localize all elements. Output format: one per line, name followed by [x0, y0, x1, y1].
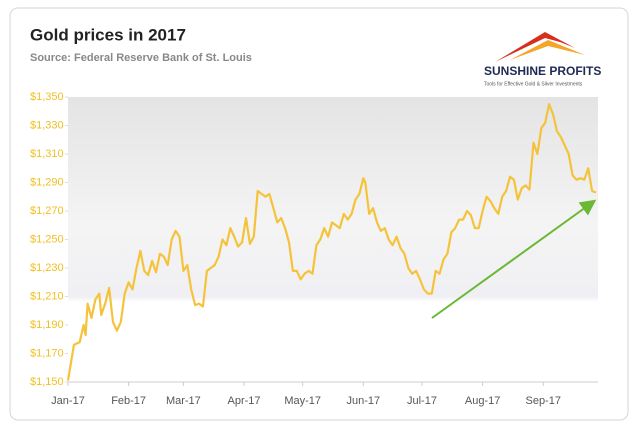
plot-background	[68, 97, 598, 382]
y-tick-label: $1,290	[30, 176, 64, 188]
x-tick-label: Aug-17	[465, 395, 500, 407]
y-tick-label: $1,250	[30, 233, 64, 245]
y-tick-label: $1,350	[30, 91, 64, 103]
x-tick-label: Jul-17	[407, 395, 437, 407]
logo-mark	[510, 40, 585, 60]
x-tick-label: May-17	[284, 395, 321, 407]
x-tick-label: Sep-17	[525, 395, 560, 407]
y-tick-label: $1,230	[30, 262, 64, 274]
y-tick-label: $1,190	[30, 319, 64, 331]
logo-name: SUNSHINE PROFITS	[484, 64, 601, 78]
x-tick-label: Jun-17	[346, 395, 380, 407]
logo: SUNSHINE PROFITS Tools for Effective Gol…	[484, 32, 601, 87]
y-tick-label: $1,270	[30, 205, 64, 217]
x-tick-label: Feb-17	[111, 395, 146, 407]
y-tick-label: $1,330	[30, 119, 64, 131]
x-tick-label: Jan-17	[51, 395, 85, 407]
price-line	[66, 103, 597, 381]
x-tick-label: Apr-17	[227, 395, 260, 407]
x-tick-label: Mar-17	[166, 395, 201, 407]
logo-tagline: Tools for Effective Gold & Silver Invest…	[484, 81, 583, 87]
y-tick-label: $1,170	[30, 347, 64, 359]
logo-mark	[495, 32, 575, 62]
chart-title: Gold prices in 2017	[30, 25, 186, 44]
chart-subtitle: Source: Federal Reserve Bank of St. Loui…	[30, 52, 252, 64]
y-tick-label: $1,150	[30, 376, 64, 388]
y-tick-label: $1,310	[30, 148, 64, 160]
y-tick-label: $1,210	[30, 290, 64, 302]
trend-arrow	[431, 199, 597, 319]
